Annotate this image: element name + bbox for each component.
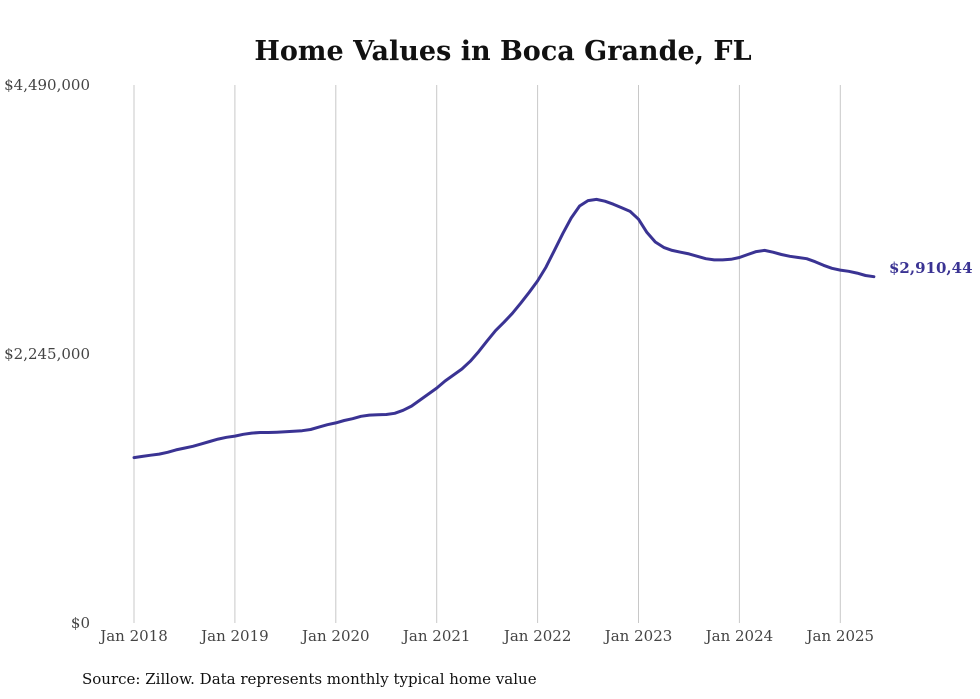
y-tick-label: $2,245,000 [4, 345, 90, 363]
x-axis-tick-labels: Jan 2018 Jan 2019 Jan 2020 Jan 2021 Jan 2022… [98, 627, 874, 645]
x-tick-label: Jan 2022 [502, 627, 572, 645]
x-tick-label: Jan 2019 [199, 627, 269, 645]
x-tick-label: Jan 2024 [704, 627, 774, 645]
y-tick-label: $0 [71, 614, 90, 632]
y-axis-tick-labels: $0 $2,245,000 $4,490,000 [4, 76, 90, 632]
x-gridlines [133, 85, 841, 623]
x-tick-label: Jan 2018 [98, 627, 168, 645]
x-tick-label: Jan 2021 [401, 627, 471, 645]
series-line-home-value [132, 197, 876, 460]
chart-title: Home Values in Boca Grande, FL [254, 36, 751, 67]
x-tick-label: Jan 2020 [300, 627, 370, 645]
source-note: Source: Zillow. Data represents monthly … [82, 670, 537, 688]
x-tick-label: Jan 2025 [805, 627, 875, 645]
x-tick-label: Jan 2023 [603, 627, 673, 645]
y-tick-label: $4,490,000 [4, 76, 90, 94]
end-value-label: $2,910,44 [889, 259, 973, 277]
